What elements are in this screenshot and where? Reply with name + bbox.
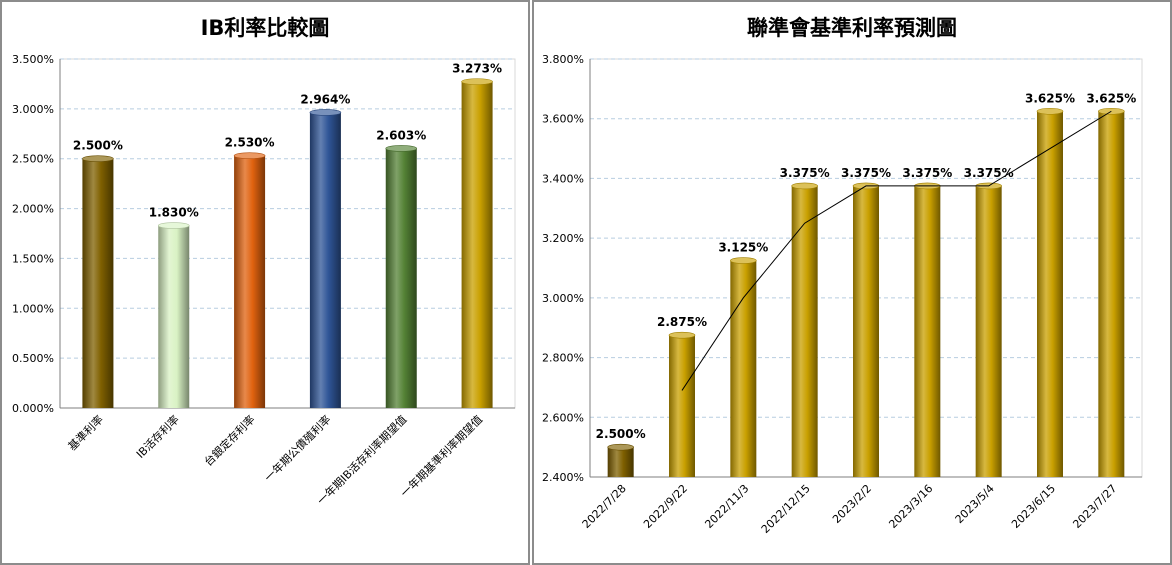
y-tick-label: 0.000%: [12, 402, 54, 415]
data-label: 2.530%: [225, 136, 275, 150]
bar-cap: [668, 331, 696, 339]
bar: [385, 148, 417, 408]
bar: [234, 155, 266, 408]
x-tick-label: 一年期公債殖利率: [261, 412, 333, 484]
data-label: 2.500%: [596, 427, 646, 441]
x-tick-label: 一年期基準利率期望值: [398, 412, 486, 500]
y-tick-label: 2.600%: [542, 411, 584, 424]
plot-area: [59, 58, 516, 409]
x-tick-label: 2023/6/15: [1009, 482, 1058, 531]
bar-cap: [730, 257, 757, 264]
bar-cap: [233, 152, 266, 160]
bar-cap: [607, 443, 634, 451]
chart-title: 聯準會基準利率預測圖: [747, 16, 957, 40]
x-tick-label: 2023/2/2: [830, 482, 874, 526]
x-tick-label: 基準利率: [65, 412, 106, 453]
x-tick-label: 台銀定存利率: [201, 412, 258, 469]
ib-rate-chart-svg: 0.000% 0.500% 1.000% 1.500% 2.000% 2.500% 3.00…: [12, 53, 516, 508]
y-tick-label: 2.000%: [12, 203, 54, 216]
bar: [461, 81, 493, 409]
x-tick-label: 2023/7/27: [1070, 482, 1119, 531]
data-label: 3.375%: [841, 166, 891, 180]
data-label: 3.125%: [718, 241, 768, 255]
trend-line: [681, 110, 1112, 391]
bar-cap: [461, 78, 493, 85]
y-tick-label: 2.500%: [12, 153, 54, 166]
data-label: 1.830%: [149, 206, 199, 220]
x-tick-label: 2022/9/22: [641, 482, 690, 531]
bar: [914, 185, 941, 477]
y-tick-label: 1.000%: [12, 302, 54, 315]
data-label: 2.875%: [657, 315, 707, 329]
y-tick-label: 2.800%: [542, 352, 584, 365]
bar-cap: [157, 222, 190, 229]
fed-rate-chart-svg: 2.400% 2.600% 2.800% 3.000% 3.200% 3.400% 3.60…: [542, 53, 1143, 536]
data-label: 3.375%: [964, 166, 1014, 180]
x-tick-label: 2023/5/4: [953, 482, 997, 526]
data-label: 3.375%: [780, 166, 830, 180]
bar: [1037, 111, 1063, 477]
chart-title: IB利率比較圖: [200, 16, 330, 40]
bar-cap: [385, 145, 418, 152]
bar-cap: [791, 182, 818, 190]
bar: [730, 260, 757, 477]
data-label: 2.500%: [73, 139, 123, 153]
x-tick-label: 2023/3/16: [886, 482, 935, 531]
bar: [1098, 111, 1125, 477]
y-tick-label: 3.500%: [12, 53, 54, 66]
y-tick-label: 3.800%: [542, 53, 584, 66]
data-label: 3.273%: [452, 62, 502, 76]
bar: [309, 112, 341, 409]
bar: [669, 335, 695, 477]
bar: [607, 447, 634, 477]
y-tick-label: 3.400%: [542, 172, 584, 185]
x-tick-label: 2022/11/3: [702, 482, 751, 531]
data-label: 3.625%: [1086, 91, 1136, 105]
bar: [853, 185, 879, 477]
data-label: 2.603%: [376, 128, 426, 142]
y-tick-label: 1.500%: [12, 252, 54, 265]
bar: [158, 225, 190, 408]
chart-panel-fed-forecast: 聯準會基準利率預測圖 2.400% 2.600% 2.800% 3.000% 3.200…: [532, 0, 1172, 565]
data-label: 3.625%: [1025, 91, 1075, 105]
bar-cap: [1036, 107, 1064, 115]
x-tick-label: 2022/7/28: [580, 482, 629, 531]
bar: [791, 185, 818, 477]
y-tick-label: 3.200%: [542, 232, 584, 245]
bar: [975, 185, 1002, 477]
y-tick-label: 3.000%: [542, 292, 584, 305]
x-tick-label: 2022/12/15: [759, 482, 813, 536]
data-label: 3.375%: [902, 166, 952, 180]
bar-cap: [309, 109, 342, 116]
bar: [82, 158, 114, 408]
chart-panel-ib-rates: IB利率比較圖 0.000% 0.500% 1.000% 1.500% 2.000% 2.…: [0, 0, 530, 565]
y-tick-label: 3.000%: [12, 103, 54, 116]
bar-cap: [82, 155, 114, 163]
data-label: 2.964%: [300, 92, 350, 106]
x-tick-label: IB活存利率: [133, 412, 182, 461]
y-tick-label: 3.600%: [542, 113, 584, 126]
y-tick-label: 0.500%: [12, 352, 54, 365]
y-tick-label: 2.400%: [542, 471, 584, 484]
